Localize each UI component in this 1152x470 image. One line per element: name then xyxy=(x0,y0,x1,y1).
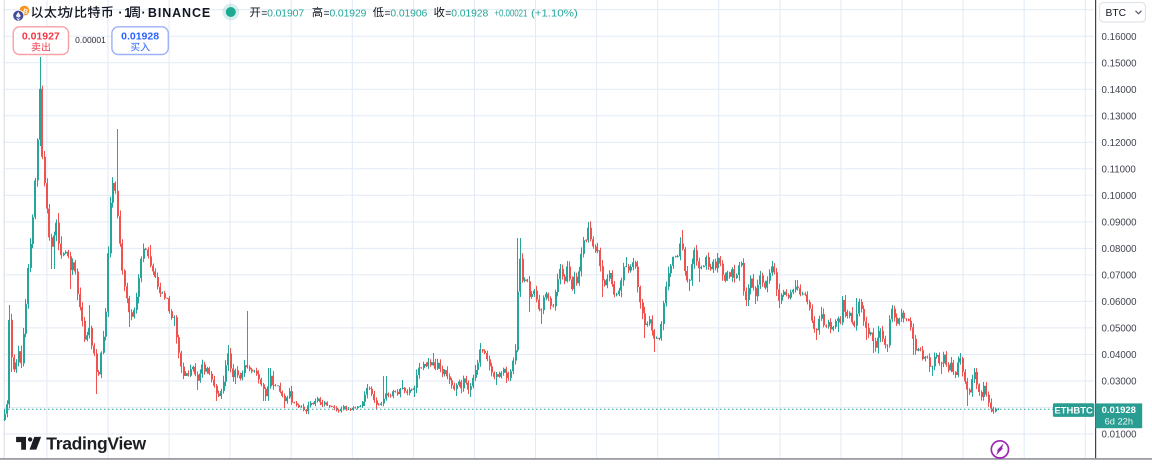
svg-text:0.11000: 0.11000 xyxy=(1102,164,1137,175)
svg-text:0.00001: 0.00001 xyxy=(75,35,106,45)
svg-text:0.14000: 0.14000 xyxy=(1102,85,1138,96)
svg-text:0.07000: 0.07000 xyxy=(1102,271,1138,282)
svg-text:+0.00021: +0.00021 xyxy=(494,8,527,19)
svg-text:·: · xyxy=(142,6,146,20)
svg-text:0.03000: 0.03000 xyxy=(1102,377,1138,388)
svg-text:(+1.10%): (+1.10%) xyxy=(531,8,578,19)
svg-text:1: 1 xyxy=(124,6,131,20)
svg-text:TradingView: TradingView xyxy=(46,434,146,454)
svg-text:BINANCE: BINANCE xyxy=(148,6,211,20)
svg-text:=0.01929: =0.01929 xyxy=(324,8,367,19)
svg-text:B: B xyxy=(22,8,28,16)
svg-text:0.01928: 0.01928 xyxy=(1102,405,1136,416)
svg-text:·: · xyxy=(118,6,122,20)
svg-text:0.01000: 0.01000 xyxy=(1102,430,1138,441)
svg-text:0.16000: 0.16000 xyxy=(1102,32,1138,43)
svg-text:0.10000: 0.10000 xyxy=(1102,191,1138,202)
svg-text:0.04000: 0.04000 xyxy=(1102,350,1138,361)
svg-text:6d 22h: 6d 22h xyxy=(1105,417,1133,427)
svg-text:/: / xyxy=(69,6,73,20)
svg-text:=0.01906: =0.01906 xyxy=(384,8,427,19)
svg-text:0.09000: 0.09000 xyxy=(1102,217,1138,228)
svg-text:=0.01928: =0.01928 xyxy=(445,8,488,19)
svg-text:0.06000: 0.06000 xyxy=(1102,297,1138,308)
svg-text:0.13000: 0.13000 xyxy=(1102,111,1138,122)
svg-text:0.15000: 0.15000 xyxy=(1102,58,1138,69)
svg-text:0.01927: 0.01927 xyxy=(22,30,60,42)
svg-text:0.05000: 0.05000 xyxy=(1102,324,1138,335)
svg-text:0.12000: 0.12000 xyxy=(1102,138,1138,149)
svg-text:0.01928: 0.01928 xyxy=(121,30,159,42)
svg-text:0.08000: 0.08000 xyxy=(1102,244,1138,255)
svg-text:BTC: BTC xyxy=(1106,8,1127,19)
svg-text:=0.01907: =0.01907 xyxy=(261,8,304,19)
svg-text:ETHBTC: ETHBTC xyxy=(1054,405,1093,416)
